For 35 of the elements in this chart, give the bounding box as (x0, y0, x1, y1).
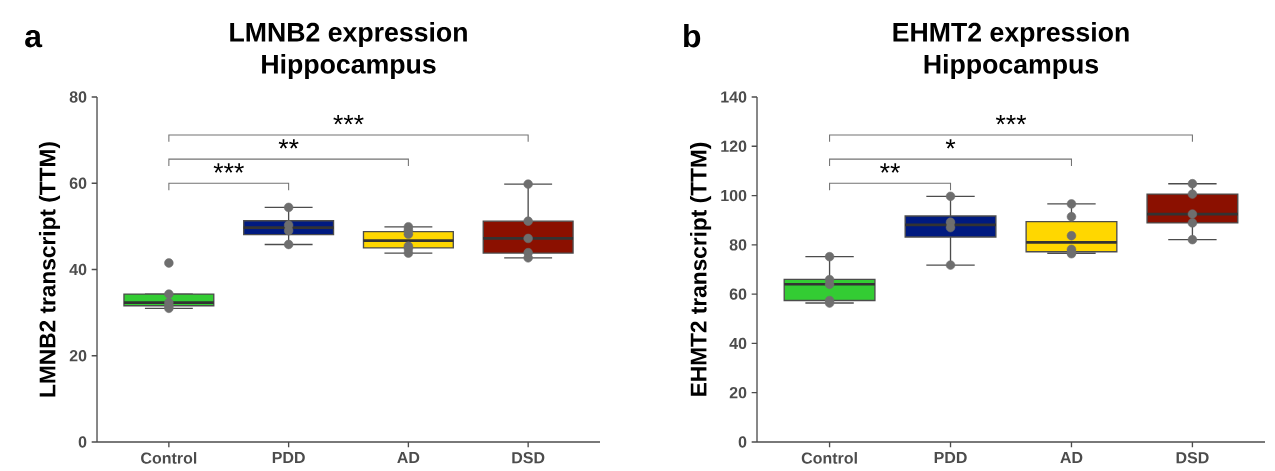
x-tick-label: AD (397, 452, 420, 464)
y-tick-label: 60 (69, 177, 87, 189)
y-tick-label: 120 (721, 140, 747, 152)
x-tick-label: Control (141, 452, 197, 464)
y-tick-label: 80 (69, 91, 87, 103)
y-tick-label: 0 (78, 436, 87, 448)
y-tick-label: 100 (721, 189, 747, 202)
chart-title: EHMT2 expression (893, 22, 1129, 47)
y-tick-label: 40 (729, 337, 747, 350)
chart-subtitle: Hippocampus (924, 54, 1099, 79)
y-tick-label: 80 (729, 239, 747, 251)
y-tick-label: 140 (721, 91, 747, 103)
annotation: * (945, 139, 956, 149)
text: b (684, 23, 701, 48)
annotation: ** (278, 139, 299, 149)
x-tick-label: PDD (934, 452, 967, 464)
y-axis-title: LMNB2 transcript (TTM) (38, 142, 61, 397)
chart-subtitle: Hippocampus (262, 54, 436, 79)
x-tick-label: Control (801, 452, 857, 464)
chart-title: LMNB2 expression (230, 22, 467, 47)
text: a (25, 29, 43, 48)
y-tick-label: 0 (738, 436, 747, 448)
x-tick-label: PDD (272, 452, 305, 464)
y-tick-label: 20 (729, 387, 747, 399)
y-tick-label: 60 (729, 288, 747, 300)
annotation: ** (880, 163, 900, 173)
annotation: *** (213, 163, 244, 173)
y-axis-title: EHMT2 transcript (TTM) (689, 142, 712, 396)
annotation: *** (333, 115, 364, 125)
y-tick-label: 40 (69, 263, 87, 276)
x-tick-label: AD (1060, 452, 1083, 464)
x-tick-label: DSD (1176, 452, 1209, 464)
y-tick-label: 20 (69, 350, 87, 362)
x-tick-label: DSD (512, 452, 545, 464)
annotation: *** (995, 115, 1027, 125)
